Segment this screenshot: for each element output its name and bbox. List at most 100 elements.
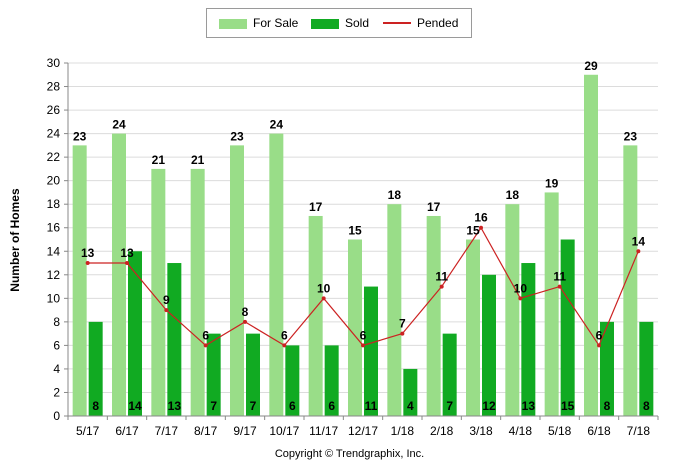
bar-for-sale xyxy=(190,168,205,416)
x-tick-label: 4/18 xyxy=(509,424,533,438)
bar-for-sale xyxy=(348,239,362,416)
bar-sold xyxy=(246,333,260,416)
data-label-sold: 13 xyxy=(168,399,182,413)
data-label-pended: 11 xyxy=(435,270,448,284)
bar-sold xyxy=(128,251,142,416)
legend: For Sale Sold Pended xyxy=(206,8,472,38)
bar-sold xyxy=(600,321,614,416)
y-tick-label: 4 xyxy=(53,362,60,376)
bar-sold xyxy=(206,333,221,416)
data-label-sold: 6 xyxy=(289,399,296,413)
pended-point xyxy=(203,343,208,348)
data-label-for-sale: 15 xyxy=(348,224,362,238)
data-label-sold: 6 xyxy=(328,399,335,413)
y-axis-title: Number of Homes xyxy=(8,188,22,292)
y-tick-label: 30 xyxy=(47,56,61,70)
data-label-pended: 6 xyxy=(360,328,367,342)
bar-sold xyxy=(639,321,654,416)
pended-point xyxy=(479,225,483,230)
pended-point xyxy=(282,343,287,348)
data-label-for-sale: 21 xyxy=(152,153,166,167)
data-label-pended: 13 xyxy=(120,246,134,260)
data-label-for-sale: 21 xyxy=(191,153,205,167)
legend-item-for-sale: For Sale xyxy=(219,15,298,31)
pended-point xyxy=(557,284,562,289)
x-tick-label: 7/18 xyxy=(627,424,651,438)
y-tick-label: 14 xyxy=(47,244,61,258)
bar-for-sale xyxy=(426,215,441,416)
bar-for-sale xyxy=(230,145,244,416)
bar-for-sale xyxy=(112,133,126,416)
data-label-pended: 6 xyxy=(281,328,288,342)
legend-label-sold: Sold xyxy=(345,16,370,30)
data-label-sold: 8 xyxy=(92,399,99,413)
x-tick-label: 11/17 xyxy=(309,424,338,438)
data-label-sold: 8 xyxy=(643,399,650,413)
y-tick-label: 10 xyxy=(47,291,61,305)
pended-point xyxy=(85,261,90,266)
data-label-for-sale: 23 xyxy=(624,129,638,143)
bar-sold xyxy=(324,345,339,416)
data-label-for-sale: 18 xyxy=(388,188,402,202)
bar-sold xyxy=(364,286,378,416)
data-label-for-sale: 23 xyxy=(73,129,87,143)
data-label-sold: 7 xyxy=(250,399,257,413)
x-tick-label: 3/18 xyxy=(469,424,493,438)
data-label-for-sale: 18 xyxy=(506,188,520,202)
bar-sold xyxy=(482,274,496,416)
data-label-sold: 15 xyxy=(561,399,575,413)
legend-item-sold: Sold xyxy=(311,15,369,31)
bar-for-sale xyxy=(269,133,284,416)
bar-for-sale xyxy=(72,145,87,416)
axes xyxy=(67,63,658,417)
data-label-pended: 10 xyxy=(514,281,528,295)
y-tick-label: 18 xyxy=(47,197,61,211)
legend-item-pended: Pended xyxy=(383,15,458,31)
data-label-pended: 16 xyxy=(474,211,488,225)
bar-sold xyxy=(521,263,536,416)
pended-point xyxy=(636,249,641,254)
x-tick-label: 12/17 xyxy=(348,424,378,438)
legend-swatch-pended xyxy=(383,21,411,24)
y-tick-label: 28 xyxy=(47,80,61,94)
copyright: Copyright © Trendgraphix, Inc. xyxy=(274,448,425,460)
legend-swatch-for-sale xyxy=(219,18,247,29)
bars xyxy=(72,74,654,417)
data-label-sold: 4 xyxy=(407,399,414,413)
data-label-sold: 8 xyxy=(604,399,611,413)
pended-point xyxy=(321,296,326,301)
data-label-pended: 7 xyxy=(399,317,406,331)
legend-label-pended: Pended xyxy=(417,16,459,30)
bar-for-sale xyxy=(308,215,323,416)
data-labels: 23 8 24 14 21 13 21 7 23 7 24 6 17 6 15 11 18 4 17 7 15 12 18 1… xyxy=(73,59,650,413)
legend-label-for-sale: For Sale xyxy=(253,16,299,30)
x-tick-label: 9/17 xyxy=(233,424,257,438)
bar-for-sale xyxy=(584,74,598,417)
y-tick-label: 2 xyxy=(53,385,60,399)
bar-for-sale xyxy=(387,204,402,416)
bar-sold xyxy=(560,239,575,416)
data-label-sold: 13 xyxy=(522,399,536,413)
data-label-for-sale: 19 xyxy=(545,176,559,190)
bar-for-sale xyxy=(623,145,638,416)
pended-point xyxy=(164,308,169,313)
pended-line xyxy=(85,225,641,348)
x-tick-label: 7/17 xyxy=(155,424,179,438)
data-label-pended: 9 xyxy=(163,293,170,307)
bar-sold xyxy=(88,321,103,416)
pended-point xyxy=(361,343,365,348)
data-label-sold: 7 xyxy=(446,399,453,413)
x-tick-label: 6/17 xyxy=(115,424,139,438)
x-tick-label: 5/17 xyxy=(76,424,100,438)
bar-sold xyxy=(442,333,457,416)
bar-for-sale xyxy=(151,168,166,416)
data-label-sold: 14 xyxy=(128,399,142,413)
data-label-pended: 6 xyxy=(202,328,209,342)
data-label-for-sale: 29 xyxy=(584,59,598,73)
x-tick-label: 6/18 xyxy=(587,424,611,438)
data-label-pended: 8 xyxy=(242,305,249,319)
data-label-for-sale: 15 xyxy=(466,224,480,238)
legend-swatch-sold xyxy=(311,18,339,29)
data-label-for-sale: 17 xyxy=(427,200,441,214)
